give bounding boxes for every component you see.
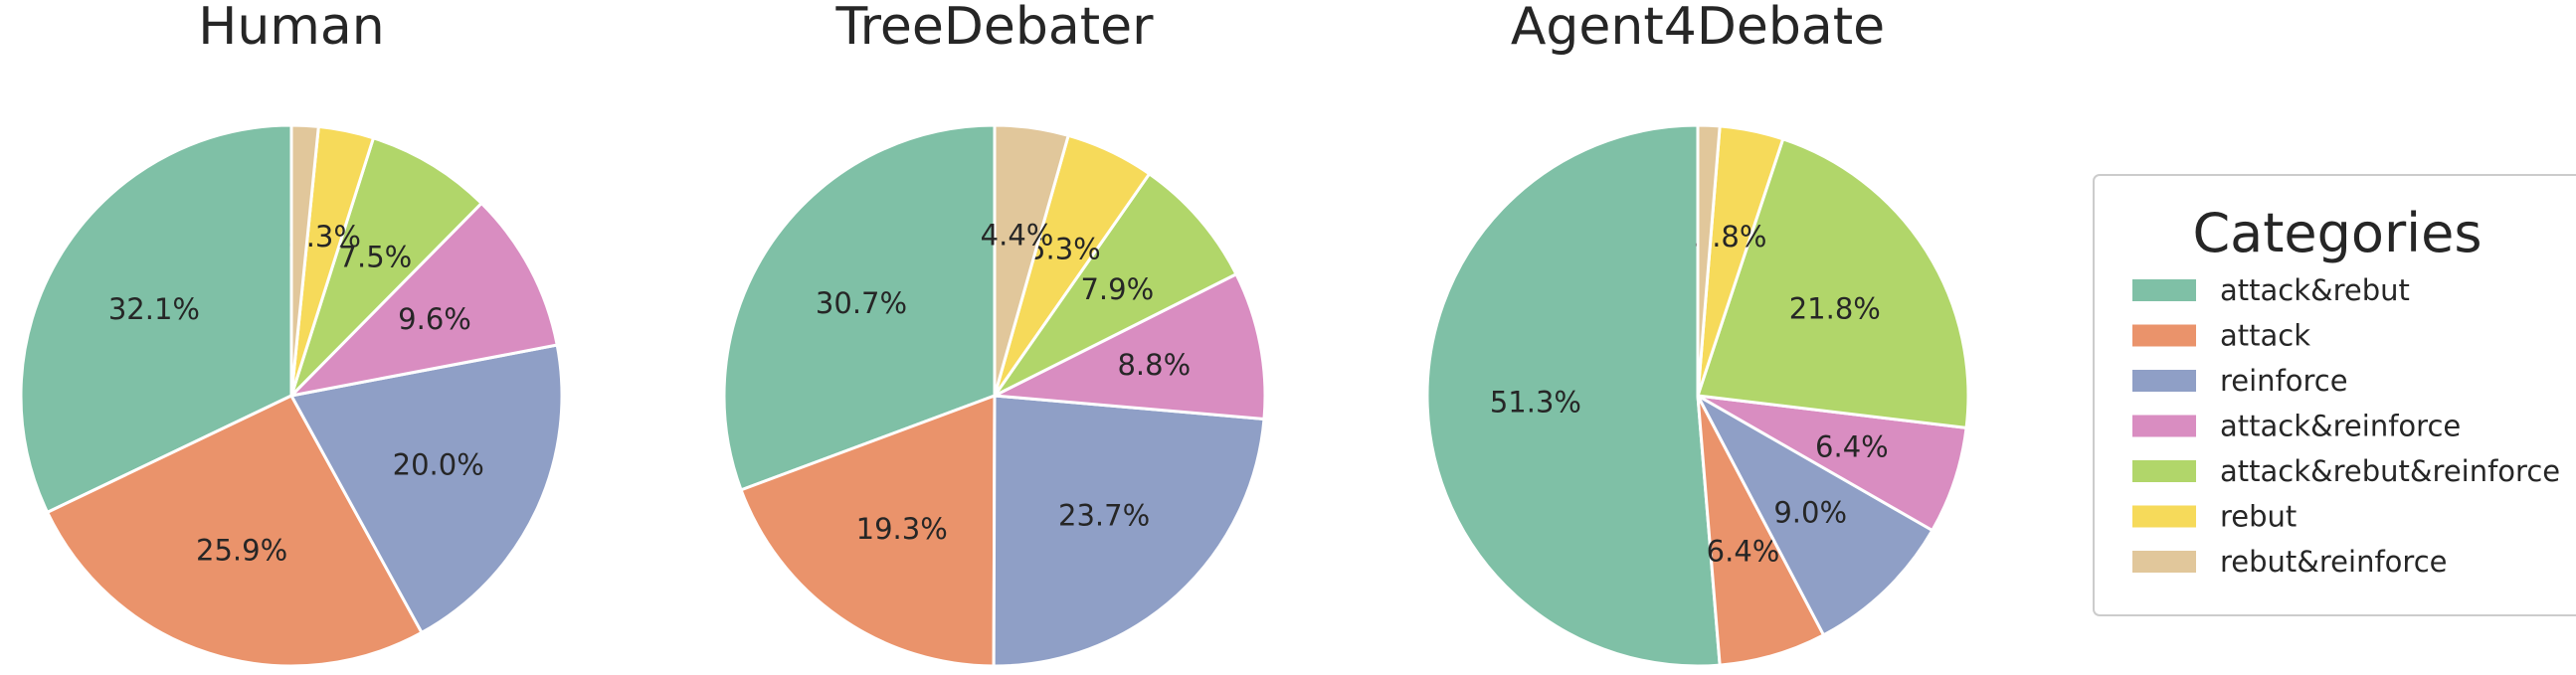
legend-label-attack-and-rebut-and-reinforce: attack&rebut&reinforce <box>2220 454 2560 488</box>
legend: Categories attack&rebut attack reinforce at… <box>2093 174 2576 616</box>
pie-slice-agent4debate-attack-and-rebut-and-reinforce <box>1696 137 1970 429</box>
legend-swatch-reinforce <box>2132 370 2196 392</box>
legend-title: Categories <box>2192 202 2482 264</box>
legend-swatch-attack-and-reinforce <box>2132 415 2196 437</box>
legend-label-rebut-and-reinforce: rebut&reinforce <box>2220 545 2448 579</box>
chart-title-treedebater: TreeDebater <box>834 0 1154 57</box>
pie-label-treedebater-attack-and-rebut: 30.7% <box>816 286 907 320</box>
pie-label-treedebater-attack-and-reinforce: 8.8% <box>1117 348 1191 382</box>
legend-label-rebut: rebut <box>2220 500 2297 534</box>
pie-human: Human 32.1%25.9%20.0%9.6%7.5%3.3% <box>19 0 564 668</box>
pie-label-human-reinforce: 20.0% <box>393 448 484 482</box>
legend-label-attack-and-reinforce: attack&reinforce <box>2220 410 2461 443</box>
pie-label-treedebater-reinforce: 23.7% <box>1058 498 1150 532</box>
pie-label-agent4debate-attack: 6.4% <box>1707 535 1780 569</box>
chart-title-human: Human <box>198 0 385 57</box>
pie-slice-human-rebut-and-reinforce <box>289 123 320 398</box>
pie-slice-treedebater-attack-and-rebut <box>722 123 997 492</box>
pie-slice-agent4debate-reinforce <box>1696 394 1934 637</box>
pie-slice-human-reinforce <box>289 343 564 634</box>
legend-swatch-attack <box>2132 324 2196 347</box>
pie-label-human-attack-and-reinforce: 9.6% <box>398 302 471 336</box>
pie-slice-agent4debate-attack-and-rebut <box>1425 123 1722 668</box>
pie-slice-agent4debate-rebut-and-reinforce <box>1696 123 1722 398</box>
pie-label-agent4debate-attack-and-rebut-and-reinforce: 21.8% <box>1789 292 1881 326</box>
legend-swatch-attack-and-rebut-and-reinforce <box>2132 460 2196 482</box>
pie-label-human-attack: 25.9% <box>196 533 287 567</box>
pie-label-human-attack-and-rebut-and-reinforce: 7.5% <box>339 240 413 273</box>
chart-title-agent4debate: Agent4Debate <box>1511 0 1885 57</box>
pie-agent4debate: Agent4Debate 51.3%6.4%9.0%6.4%21.8%3.8% <box>1425 0 1970 668</box>
legend-label-reinforce: reinforce <box>2220 364 2348 398</box>
pie-treedebater: TreeDebater 30.7%19.3% 23.7%8.8%7.9%5.3%4… <box>722 0 1267 668</box>
pie-slice-human-attack-and-rebut-and-reinforce <box>289 136 483 398</box>
pie-label-treedebater-rebut-and-reinforce: 4.4% <box>981 218 1054 252</box>
pie-slice-treedebater-attack-and-rebut-and-reinforce <box>993 172 1238 398</box>
pie-label-agent4debate-attack-and-rebut: 51.3% <box>1490 386 1581 420</box>
pie-label-treedebater-attack: 19.3% <box>856 512 948 546</box>
pie-slice-treedebater-attack-and-reinforce <box>993 272 1267 421</box>
pie-slice-human-attack-and-rebut <box>19 123 293 514</box>
legend-label-attack-and-rebut: attack&rebut <box>2220 273 2410 307</box>
legend-label-attack: attack <box>2220 319 2310 353</box>
legend-frame <box>2093 174 2576 616</box>
pie-label-agent4debate-reinforce: 9.0% <box>1773 496 1847 530</box>
pie-slice-human-attack-and-reinforce <box>289 201 559 398</box>
pie-label-treedebater-attack-and-rebut-and-reinforce: 7.9% <box>1080 272 1154 306</box>
pie-label-human-attack-and-rebut: 32.1% <box>108 292 200 326</box>
pie-slice-treedebater-rebut-and-reinforce <box>993 123 1070 398</box>
pie-slice-treedebater-attack <box>739 394 997 668</box>
legend-swatch-attack-and-rebut <box>2132 279 2196 301</box>
pie-slice-treedebater-reinforce <box>992 394 1266 668</box>
pie-label-agent4debate-attack-and-reinforce: 6.4% <box>1815 429 1889 463</box>
legend-swatch-rebut-and-reinforce <box>2132 551 2196 573</box>
legend-swatch-rebut <box>2132 505 2196 528</box>
